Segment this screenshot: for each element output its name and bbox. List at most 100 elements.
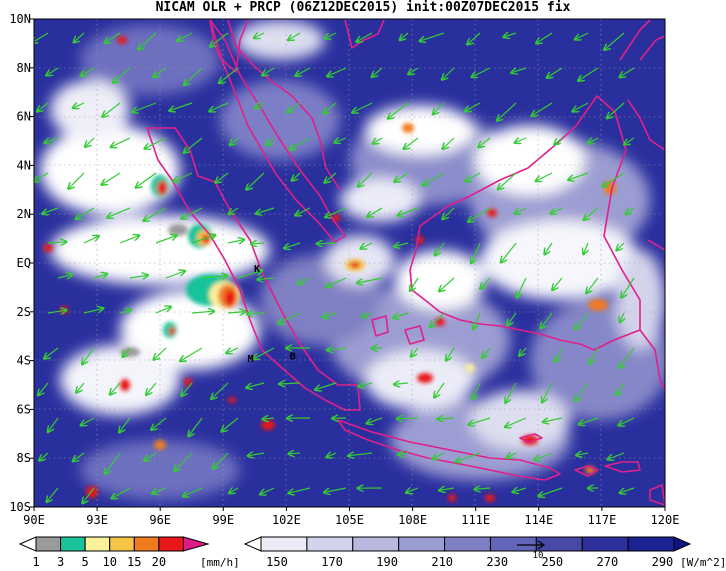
axis-ticks [30,18,666,511]
wind-arrow [289,453,301,454]
wind-arrow [604,32,625,50]
precip-unit-label: [mm/h] [200,556,240,569]
wind-arrow [105,452,121,474]
wind-arrow [145,137,167,149]
wind-arrow [468,207,491,222]
wind-arrow [433,102,445,114]
wind-arrow [68,172,85,189]
wind-arrow [266,137,275,145]
wind-arrow [466,172,481,181]
wind-vectors [34,32,635,503]
precip-bar-low-cap [18,536,37,552]
wind-arrow [107,207,131,218]
wind-arrow [136,172,157,188]
wind-arrow [151,417,167,430]
wind-arrow [184,67,203,85]
wind-arrow [467,32,481,44]
map-title: NICAM OLR + PRCP (06Z12DEC2015) init:00Z… [155,0,571,15]
wind-arrow [515,207,527,214]
precip-colorbar: 1 3 5 10 15 20 [mm/h] [18,536,240,569]
wind-arrow [501,242,517,262]
wind-arrow [335,138,347,143]
wind-arrow [229,488,239,493]
wind-arrow [323,102,337,113]
wind-arrow [507,312,517,325]
precip-bar-swatch [84,536,111,552]
wind-arrow [575,382,589,401]
wind-arrow [174,452,193,471]
wind-arrow [551,207,563,214]
wind-arrow [362,313,373,317]
olr-unit-label: [W/m^2] [680,556,726,569]
olr-bar-high-cap [673,536,692,552]
wind-arrow [144,452,157,461]
wind-arrow [573,102,589,111]
wind-arrow [105,32,121,43]
wind-arrow [505,417,527,427]
wind-arrow [439,277,455,291]
wind-arrow [288,32,301,40]
wind-arrow [465,102,481,111]
wind-arrow [423,172,445,185]
wind-arrow [398,453,409,455]
wind-arrow [85,137,95,147]
wind-arrow [180,347,203,361]
wind-arrow [507,453,517,458]
lon-tick-label: 99E [212,513,234,527]
wind-arrow [542,382,553,402]
wind-arrow [76,207,95,219]
olr-tick-label: 210 [431,555,453,569]
wind-arrow [73,452,85,461]
olr-bar-swatch [581,536,629,552]
wind-arrow [39,452,49,461]
wind-arrow [621,277,635,298]
wind-arrow [357,277,383,283]
wind-arrow [583,242,588,254]
wind-arrow [191,311,214,313]
wind-arrow [229,207,239,214]
wind-arrow [435,242,445,255]
wind-arrow [406,488,419,493]
wind-arrow [119,417,131,432]
wind-arrow [325,32,337,39]
wind-arrow [539,487,563,496]
precip-bar-swatch [158,536,184,552]
wind-arrow [482,347,491,358]
wind-arrow [82,347,95,364]
wind-arrow [153,67,167,77]
wind-arrow [472,67,491,77]
wind-arrow [620,312,624,322]
wind-arrow [443,207,455,219]
wind-arrow [468,417,491,425]
wind-arrow [146,382,157,395]
wind-arrow [475,488,491,489]
wind-arrow [443,137,455,149]
wind-arrow [83,308,103,314]
wind-arrow [57,275,72,278]
wind-arrow [83,487,95,503]
wind-arrow [184,137,203,153]
wind-arrow [479,137,491,147]
olr-tick-label: 270 [597,555,619,569]
wind-arrow [222,417,239,431]
wind-arrow [397,418,419,419]
lon-tick-label: 102E [272,513,301,527]
wind-arrow [608,452,625,459]
wind-arrow [132,102,157,112]
wind-arrow [398,207,419,215]
wind-arrow [296,207,311,215]
wind-arrow [617,242,625,250]
wind-arrow [456,452,481,462]
olr-tick-label: 190 [376,555,398,569]
reference-wind-label: 10 [533,551,544,561]
wind-arrow [504,33,517,37]
wind-arrow [47,242,66,243]
wind-arrow [352,102,373,113]
wind-arrow [48,417,59,432]
wind-arrow [404,137,419,149]
wind-arrow [394,383,409,384]
wind-arrow [373,138,383,144]
wind-arrow [543,418,563,422]
wind-arrow [76,382,85,393]
lat-tick-label: 10N [9,12,31,26]
